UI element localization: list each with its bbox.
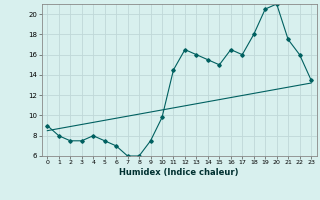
X-axis label: Humidex (Indice chaleur): Humidex (Indice chaleur) (119, 168, 239, 177)
